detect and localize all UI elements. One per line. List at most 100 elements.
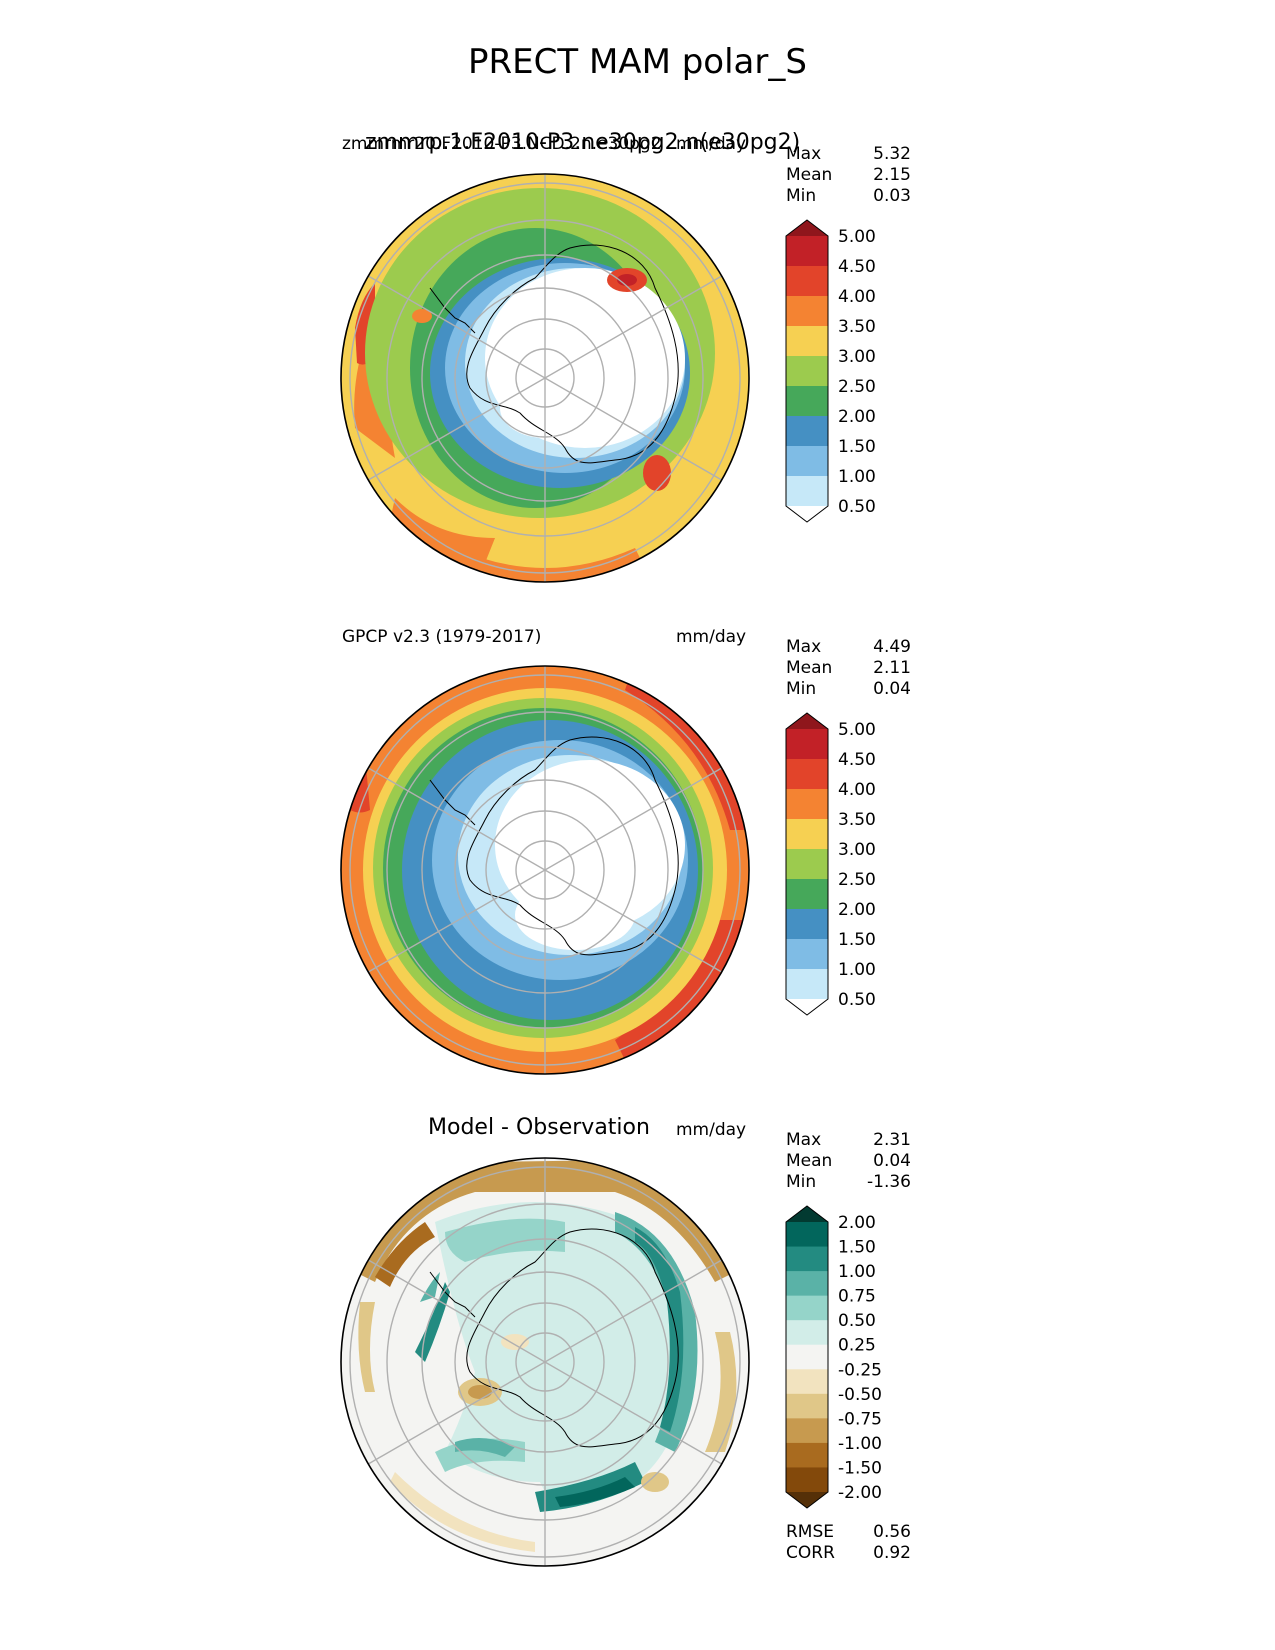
colorbar-segment bbox=[786, 1320, 828, 1346]
colorbar-segment bbox=[786, 1344, 828, 1370]
corr-value: 0.92 bbox=[873, 1543, 911, 1563]
stat-max-value: 4.49 bbox=[873, 637, 911, 657]
stat-mean-label: Mean bbox=[786, 165, 833, 185]
panel2-left-title: GPCP v2.3 (1979-2017) bbox=[342, 627, 542, 647]
colorbar-segment bbox=[786, 1246, 828, 1272]
stat-mean-value: 2.11 bbox=[873, 658, 911, 678]
stat-max-label: Max bbox=[786, 1130, 822, 1150]
colorbar-segment bbox=[786, 296, 828, 327]
panel2-map bbox=[340, 665, 750, 1075]
colorbar-segment bbox=[786, 849, 828, 880]
colorbar-segment bbox=[786, 326, 828, 357]
colorbar-tick-label: 2.50 bbox=[838, 870, 876, 890]
colorbar-segment bbox=[786, 909, 828, 940]
colorbar-extend-bottom bbox=[786, 506, 828, 522]
colorbar-tick-label: 5.00 bbox=[838, 720, 876, 740]
colorbar-segment bbox=[786, 416, 828, 447]
colorbar-segment bbox=[786, 446, 828, 477]
stat-max-label: Max bbox=[786, 144, 822, 164]
stat-max-label: Max bbox=[786, 637, 822, 657]
colorbar-segment bbox=[786, 1369, 828, 1395]
panel1-colorbar: 5.00 4.50 4.00 3.50 3.00 2.50 2.00 1.50 1.00 0.50 bbox=[785, 219, 876, 523]
colorbar-tick-label: 4.00 bbox=[838, 780, 876, 800]
colorbar-segment bbox=[786, 1467, 828, 1493]
figure-title: PRECT MAM polar_S bbox=[468, 42, 807, 82]
colorbar-extend-top bbox=[786, 713, 828, 729]
colorbar-tick-label: 3.00 bbox=[838, 347, 876, 367]
colorbar-tick-label: -2.00 bbox=[838, 1483, 882, 1503]
colorbar-tick-label: 4.50 bbox=[838, 257, 876, 277]
panel3-map bbox=[340, 1157, 750, 1567]
panel1-stats: Max 5.32 Mean 2.15 Min 0.03 bbox=[786, 144, 911, 207]
panel2-units: mm/day bbox=[676, 627, 747, 647]
colorbar-segment bbox=[786, 236, 828, 267]
colorbar-segment bbox=[786, 476, 828, 507]
colorbar-segment bbox=[786, 1295, 828, 1321]
stat-min-value: 0.03 bbox=[873, 186, 911, 206]
colorbar-tick-label: 0.75 bbox=[838, 1287, 876, 1307]
panel1-left-title: zmmrmr20.F2010-P3.NCD.2n.e30pg2 bbox=[342, 134, 662, 154]
colorbar-segment bbox=[786, 789, 828, 820]
stat-min-value: -1.36 bbox=[867, 1172, 911, 1192]
colorbar-outline bbox=[785, 712, 829, 1016]
colorbar-segment bbox=[786, 759, 828, 790]
colorbar-segment bbox=[786, 1222, 828, 1248]
colorbar-extend-top bbox=[786, 1206, 828, 1222]
stat-max-value: 2.31 bbox=[873, 1130, 911, 1150]
colorbar-tick-label: 4.00 bbox=[838, 287, 876, 307]
colorbar-tick-label: 1.00 bbox=[838, 467, 876, 487]
colorbar-segment bbox=[786, 969, 828, 1000]
colorbar-tick-label: -0.50 bbox=[838, 1385, 882, 1405]
colorbar-tick-label: 1.50 bbox=[838, 437, 876, 457]
colorbar-segment bbox=[786, 386, 828, 417]
colorbar-tick-label: -1.00 bbox=[838, 1434, 882, 1454]
colorbar-tick-label: 4.50 bbox=[838, 750, 876, 770]
colorbar-tick-label: 3.00 bbox=[838, 840, 876, 860]
colorbar-tick-label: 1.00 bbox=[838, 1262, 876, 1282]
corr-label: CORR bbox=[786, 1543, 835, 1563]
colorbar-tick-label: 1.00 bbox=[838, 960, 876, 980]
colorbar-tick-label: 1.50 bbox=[838, 930, 876, 950]
stat-mean-value: 0.04 bbox=[873, 1151, 911, 1171]
colorbar-outline bbox=[785, 219, 829, 523]
panel3-center-title: Model - Observation bbox=[428, 1115, 650, 1140]
colorbar-extend-bottom bbox=[786, 1492, 828, 1508]
colorbar-segment bbox=[786, 879, 828, 910]
stat-mean-label: Mean bbox=[786, 1151, 833, 1171]
colorbar-tick-label: 1.50 bbox=[838, 1238, 876, 1258]
colorbar-extend-bottom bbox=[786, 999, 828, 1015]
colorbar-segment bbox=[786, 819, 828, 850]
panel2-stats: Max 4.49 Mean 2.11 Min 0.04 bbox=[786, 637, 911, 700]
colorbar-tick-label: -1.50 bbox=[838, 1458, 882, 1478]
stat-mean-value: 2.15 bbox=[873, 165, 911, 185]
rmse-label: RMSE bbox=[786, 1522, 835, 1542]
panel2-colorbar: 5.00 4.50 4.00 3.50 3.00 2.50 2.00 1.50 1.00 0.50 bbox=[785, 712, 876, 1016]
panel3-stats: Max 2.31 Mean 0.04 Min -1.36 bbox=[786, 1130, 911, 1193]
rmse-value: 0.56 bbox=[873, 1522, 911, 1542]
colorbar-segment bbox=[786, 729, 828, 760]
panel1-map bbox=[340, 173, 750, 583]
colorbar-tick-label: 0.50 bbox=[838, 497, 876, 517]
panel3-colorbar: 2.00 1.50 1.00 0.75 0.50 0.25 -0.25 -0.50 -0.75 -… bbox=[785, 1205, 882, 1509]
stat-min-label: Min bbox=[786, 679, 817, 699]
colorbar-tick-label: 2.00 bbox=[838, 407, 876, 427]
colorbar-segment bbox=[786, 1271, 828, 1297]
stat-mean-label: Mean bbox=[786, 658, 833, 678]
colorbar-tick-label: -0.75 bbox=[838, 1409, 882, 1429]
panel3-units: mm/day bbox=[676, 1120, 747, 1140]
colorbar-tick-label: 0.50 bbox=[838, 990, 876, 1010]
colorbar-outline bbox=[785, 1205, 829, 1509]
panel1-units: mm/day bbox=[676, 134, 747, 154]
colorbar-segment bbox=[786, 1393, 828, 1419]
colorbar-tick-label: 2.00 bbox=[838, 1213, 876, 1233]
colorbar-tick-label: 0.50 bbox=[838, 1311, 876, 1331]
colorbar-tick-label: 3.50 bbox=[838, 810, 876, 830]
colorbar-tick-label: 3.50 bbox=[838, 317, 876, 337]
colorbar-segment bbox=[786, 939, 828, 970]
colorbar-tick-label: 0.25 bbox=[838, 1336, 876, 1356]
panel3-metrics: RMSE 0.56 CORR 0.92 bbox=[786, 1522, 911, 1564]
colorbar-segment bbox=[786, 1418, 828, 1444]
stat-min-value: 0.04 bbox=[873, 679, 911, 699]
colorbar-segment bbox=[786, 1442, 828, 1468]
stat-min-label: Min bbox=[786, 1172, 817, 1192]
